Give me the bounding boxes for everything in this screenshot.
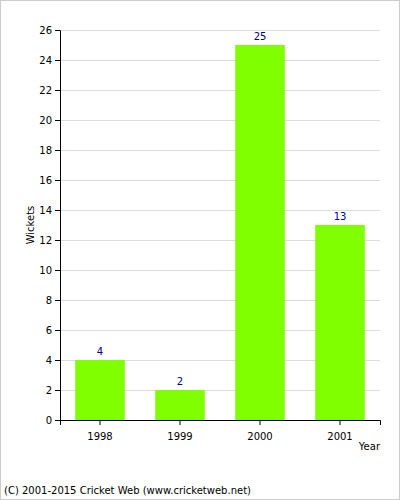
y-tick-label: 10 — [39, 265, 52, 276]
y-tick-mark — [55, 210, 60, 211]
y-tick-mark — [55, 150, 60, 151]
x-axis-title: Year — [358, 441, 381, 452]
y-tick-mark — [55, 30, 60, 31]
y-tick: 2 — [46, 385, 60, 396]
y-tick-label: 12 — [39, 235, 52, 246]
footer-note: (C) 2001-2015 Cricket Web (www.cricketwe… — [4, 485, 251, 496]
x-tick-label: 1999 — [167, 431, 192, 442]
y-tick: 18 — [39, 145, 60, 156]
y-tick-label: 18 — [39, 145, 52, 156]
x-tick: 2001 — [327, 420, 352, 442]
y-tick-mark — [55, 300, 60, 301]
grid-line — [60, 180, 380, 181]
grid — [60, 30, 380, 420]
bar — [75, 360, 125, 420]
y-tick: 22 — [39, 85, 60, 96]
y-tick-label: 24 — [39, 55, 52, 66]
y-tick-mark — [55, 240, 60, 241]
y-tick: 14 — [39, 205, 60, 216]
y-tick-mark — [55, 330, 60, 331]
x-tick-mark — [260, 420, 261, 425]
background — [1, 1, 400, 500]
data-labels: 4 2 25 13 — [97, 31, 347, 387]
y-tick-label: 26 — [39, 25, 52, 36]
grid-line — [60, 210, 380, 211]
y-tick-mark — [55, 180, 60, 181]
x-axis: 1998 1999 2000 2001 — [61, 420, 381, 442]
y-tick-mark — [55, 390, 60, 391]
y-tick: 24 — [39, 55, 60, 66]
y-tick: 20 — [39, 115, 60, 126]
y-tick: 4 — [46, 355, 60, 366]
x-tick-mark — [100, 420, 101, 425]
data-label: 4 — [97, 346, 103, 357]
y-tick: 26 — [39, 25, 60, 36]
y-tick-mark — [55, 420, 60, 421]
y-axis-title: Wickets — [25, 206, 36, 245]
x-tick: 2000 — [247, 420, 272, 442]
x-tick-mark — [180, 420, 181, 425]
x-tick-mark — [340, 420, 341, 425]
y-tick-label: 22 — [39, 85, 52, 96]
y-tick: 6 — [46, 325, 60, 336]
grid-line — [60, 60, 380, 61]
y-tick-label: 2 — [46, 385, 52, 396]
y-tick-label: 6 — [46, 325, 52, 336]
y-tick-mark — [55, 270, 60, 271]
y-axis-line — [55, 31, 61, 421]
y-tick-label: 20 — [39, 115, 52, 126]
y-axis: 02468101214161820222426 — [39, 25, 60, 426]
bar — [155, 390, 205, 420]
grid-line — [60, 30, 380, 31]
x-axis-line — [61, 421, 381, 426]
grid-line — [60, 150, 380, 151]
chart: 0246810121416182022242619981999200020014… — [0, 0, 400, 500]
y-tick-label: 4 — [46, 355, 52, 366]
data-label: 25 — [254, 31, 267, 42]
data-label: 13 — [334, 211, 347, 222]
y-tick: 16 — [39, 175, 60, 186]
y-tick-label: 8 — [46, 295, 52, 306]
y-tick-mark — [55, 120, 60, 121]
y-tick-label: 16 — [39, 175, 52, 186]
x-tick-label: 2001 — [327, 431, 352, 442]
y-tick-mark — [55, 360, 60, 361]
x-tick: 1999 — [167, 420, 192, 442]
bar — [235, 45, 285, 420]
y-tick-label: 14 — [39, 205, 52, 216]
plot: 0246810121416182022242619981999200020014… — [39, 25, 380, 442]
grid-line — [60, 120, 380, 121]
y-tick: 10 — [39, 265, 60, 276]
y-tick-mark — [55, 90, 60, 91]
y-tick: 8 — [46, 295, 60, 306]
x-tick-label: 2000 — [247, 431, 272, 442]
y-tick-mark — [55, 60, 60, 61]
x-tick-label: 1998 — [87, 431, 112, 442]
x-tick: 1998 — [87, 420, 112, 442]
bar — [315, 225, 365, 420]
y-tick: 12 — [39, 235, 60, 246]
grid-line — [60, 90, 380, 91]
bars — [75, 45, 365, 420]
data-label: 2 — [177, 376, 183, 387]
y-tick: 0 — [46, 415, 60, 426]
y-tick-label: 0 — [46, 415, 52, 426]
